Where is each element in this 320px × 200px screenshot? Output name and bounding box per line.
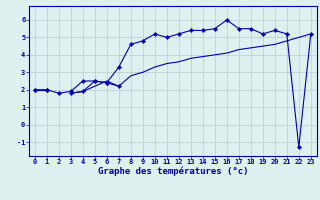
- X-axis label: Graphe des températures (°c): Graphe des températures (°c): [98, 167, 248, 176]
